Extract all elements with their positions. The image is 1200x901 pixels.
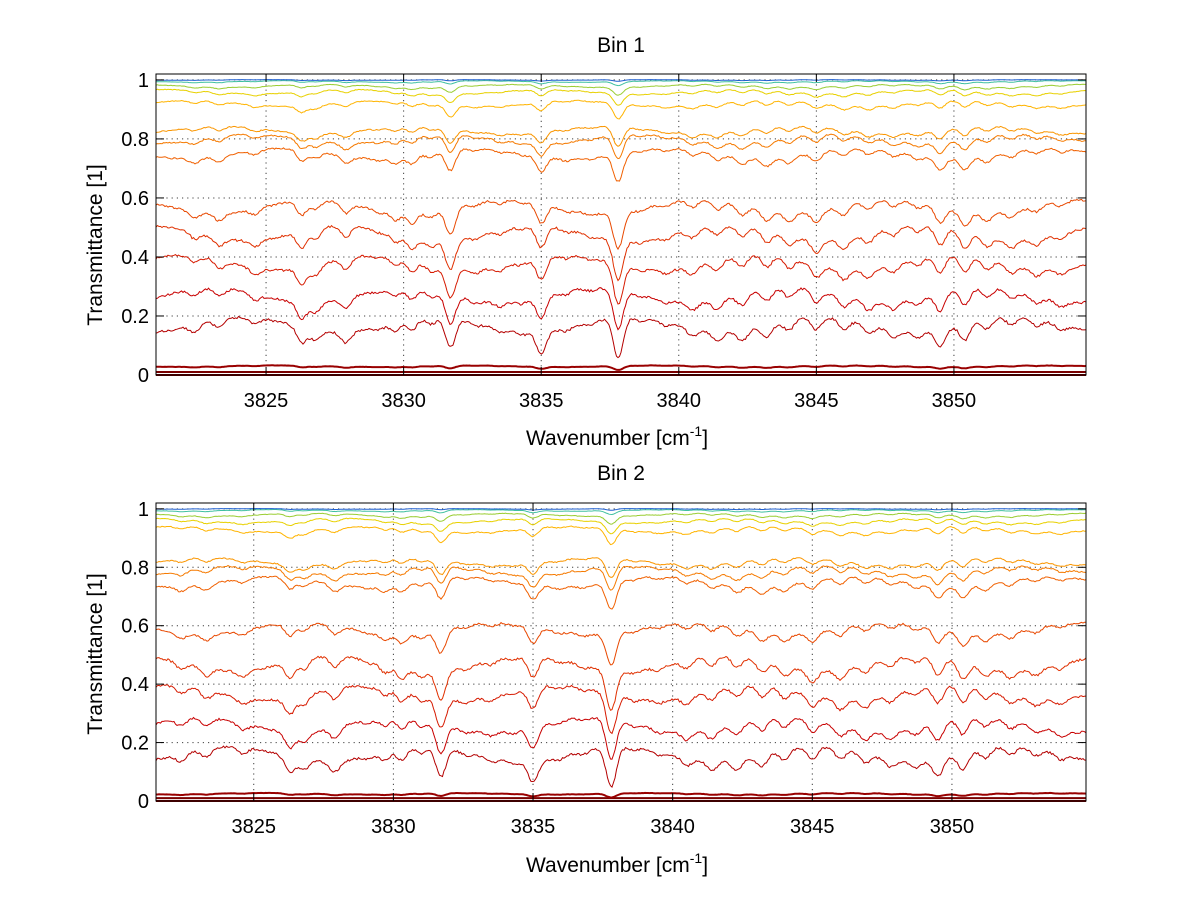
ticks: 3825 3830 3835 3840 3845 3850 0 0.2 0.4 0.6 0.8 1 (121, 499, 1086, 838)
series-line (155, 254, 1087, 305)
series-line (155, 716, 1087, 760)
series-line (155, 147, 1087, 182)
plot-frame (155, 502, 1087, 802)
y-tick-label: 0.6 (121, 616, 149, 638)
x-axis-label-text: Wavenumber [cm (526, 854, 690, 877)
x-tick-label: 3835 (519, 390, 564, 412)
chart-panel-bin-2: Bin 2 3825 3830 3835 3840 3845 3850 0 0.2 0.4 0.6… (84, 462, 1087, 877)
x-axis-label: Wavenumber [cm-1] (526, 850, 708, 877)
series-line (155, 525, 1087, 546)
series-line (155, 315, 1087, 359)
series-line (155, 83, 1086, 96)
series-line (156, 364, 1087, 371)
x-tick-label: 3845 (794, 390, 839, 412)
x-axis-label-close: ] (702, 854, 708, 877)
series-line (155, 88, 1087, 106)
series-line (155, 198, 1087, 251)
y-tick-label: 0.8 (121, 129, 149, 151)
y-tick-label: 0 (138, 791, 149, 813)
y-tick-label: 1 (138, 70, 149, 92)
series-line (155, 575, 1087, 610)
x-tick-label: 3825 (231, 816, 276, 838)
y-tick-label: 0.6 (121, 188, 149, 210)
x-tick-label: 3830 (371, 816, 416, 838)
series-line (156, 79, 1086, 82)
ticks: 3825 3830 3835 3840 3845 3850 0 0.2 0.4 0.6 0.8 1 (121, 70, 1086, 412)
y-tick-label: 0.8 (121, 557, 149, 579)
x-tick-label: 3845 (790, 816, 835, 838)
series-group (155, 79, 1087, 376)
series-line (155, 684, 1087, 735)
x-tick-label: 3840 (657, 390, 702, 412)
series-line (155, 508, 1086, 516)
x-tick-label: 3840 (650, 816, 695, 838)
series-line (155, 99, 1087, 120)
series-line (155, 621, 1087, 666)
series-line (155, 517, 1087, 535)
grid (156, 503, 1086, 802)
grid (156, 74, 1086, 376)
y-tick-label: 0.2 (121, 306, 149, 328)
y-tick-label: 0 (138, 365, 149, 387)
series-line (155, 224, 1087, 282)
y-tick-label: 0.2 (121, 733, 149, 755)
x-tick-label: 3830 (381, 390, 426, 412)
y-axis-label: Transmittance [1] (84, 573, 107, 734)
x-axis-label-close: ] (702, 427, 708, 450)
series-line (155, 557, 1087, 578)
x-axis-label: Wavenumber [cm-1] (526, 423, 708, 450)
x-axis-label-sup: -1 (690, 423, 703, 439)
y-tick-label: 0.4 (121, 247, 149, 269)
x-axis-label-sup: -1 (690, 850, 703, 866)
series-line (155, 512, 1087, 525)
chart-title: Bin 1 (597, 34, 645, 57)
series-line (155, 745, 1087, 789)
x-tick-label: 3850 (932, 390, 977, 412)
series-line (156, 791, 1087, 799)
series-line (155, 125, 1087, 147)
chart-panel-bin-1: Bin 1 3825 3830 3835 3840 3845 3850 0 0.2 0.4 0.6… (84, 34, 1087, 450)
series-line (155, 564, 1087, 591)
x-axis-label-text: Wavenumber [cm (526, 427, 690, 450)
y-tick-label: 0.4 (121, 674, 149, 696)
chart-title: Bin 2 (597, 462, 645, 485)
series-line (155, 80, 1087, 87)
plot-frame (155, 73, 1087, 376)
x-tick-label: 3835 (511, 816, 556, 838)
y-axis-label: Transmittance [1] (84, 164, 107, 325)
series-line (155, 507, 1086, 511)
y-tick-label: 1 (138, 499, 149, 521)
series-line (155, 133, 1086, 160)
x-tick-label: 3850 (930, 816, 975, 838)
series-line (155, 655, 1087, 711)
series-group (155, 507, 1087, 802)
x-tick-label: 3825 (244, 390, 289, 412)
series-line (155, 287, 1087, 331)
